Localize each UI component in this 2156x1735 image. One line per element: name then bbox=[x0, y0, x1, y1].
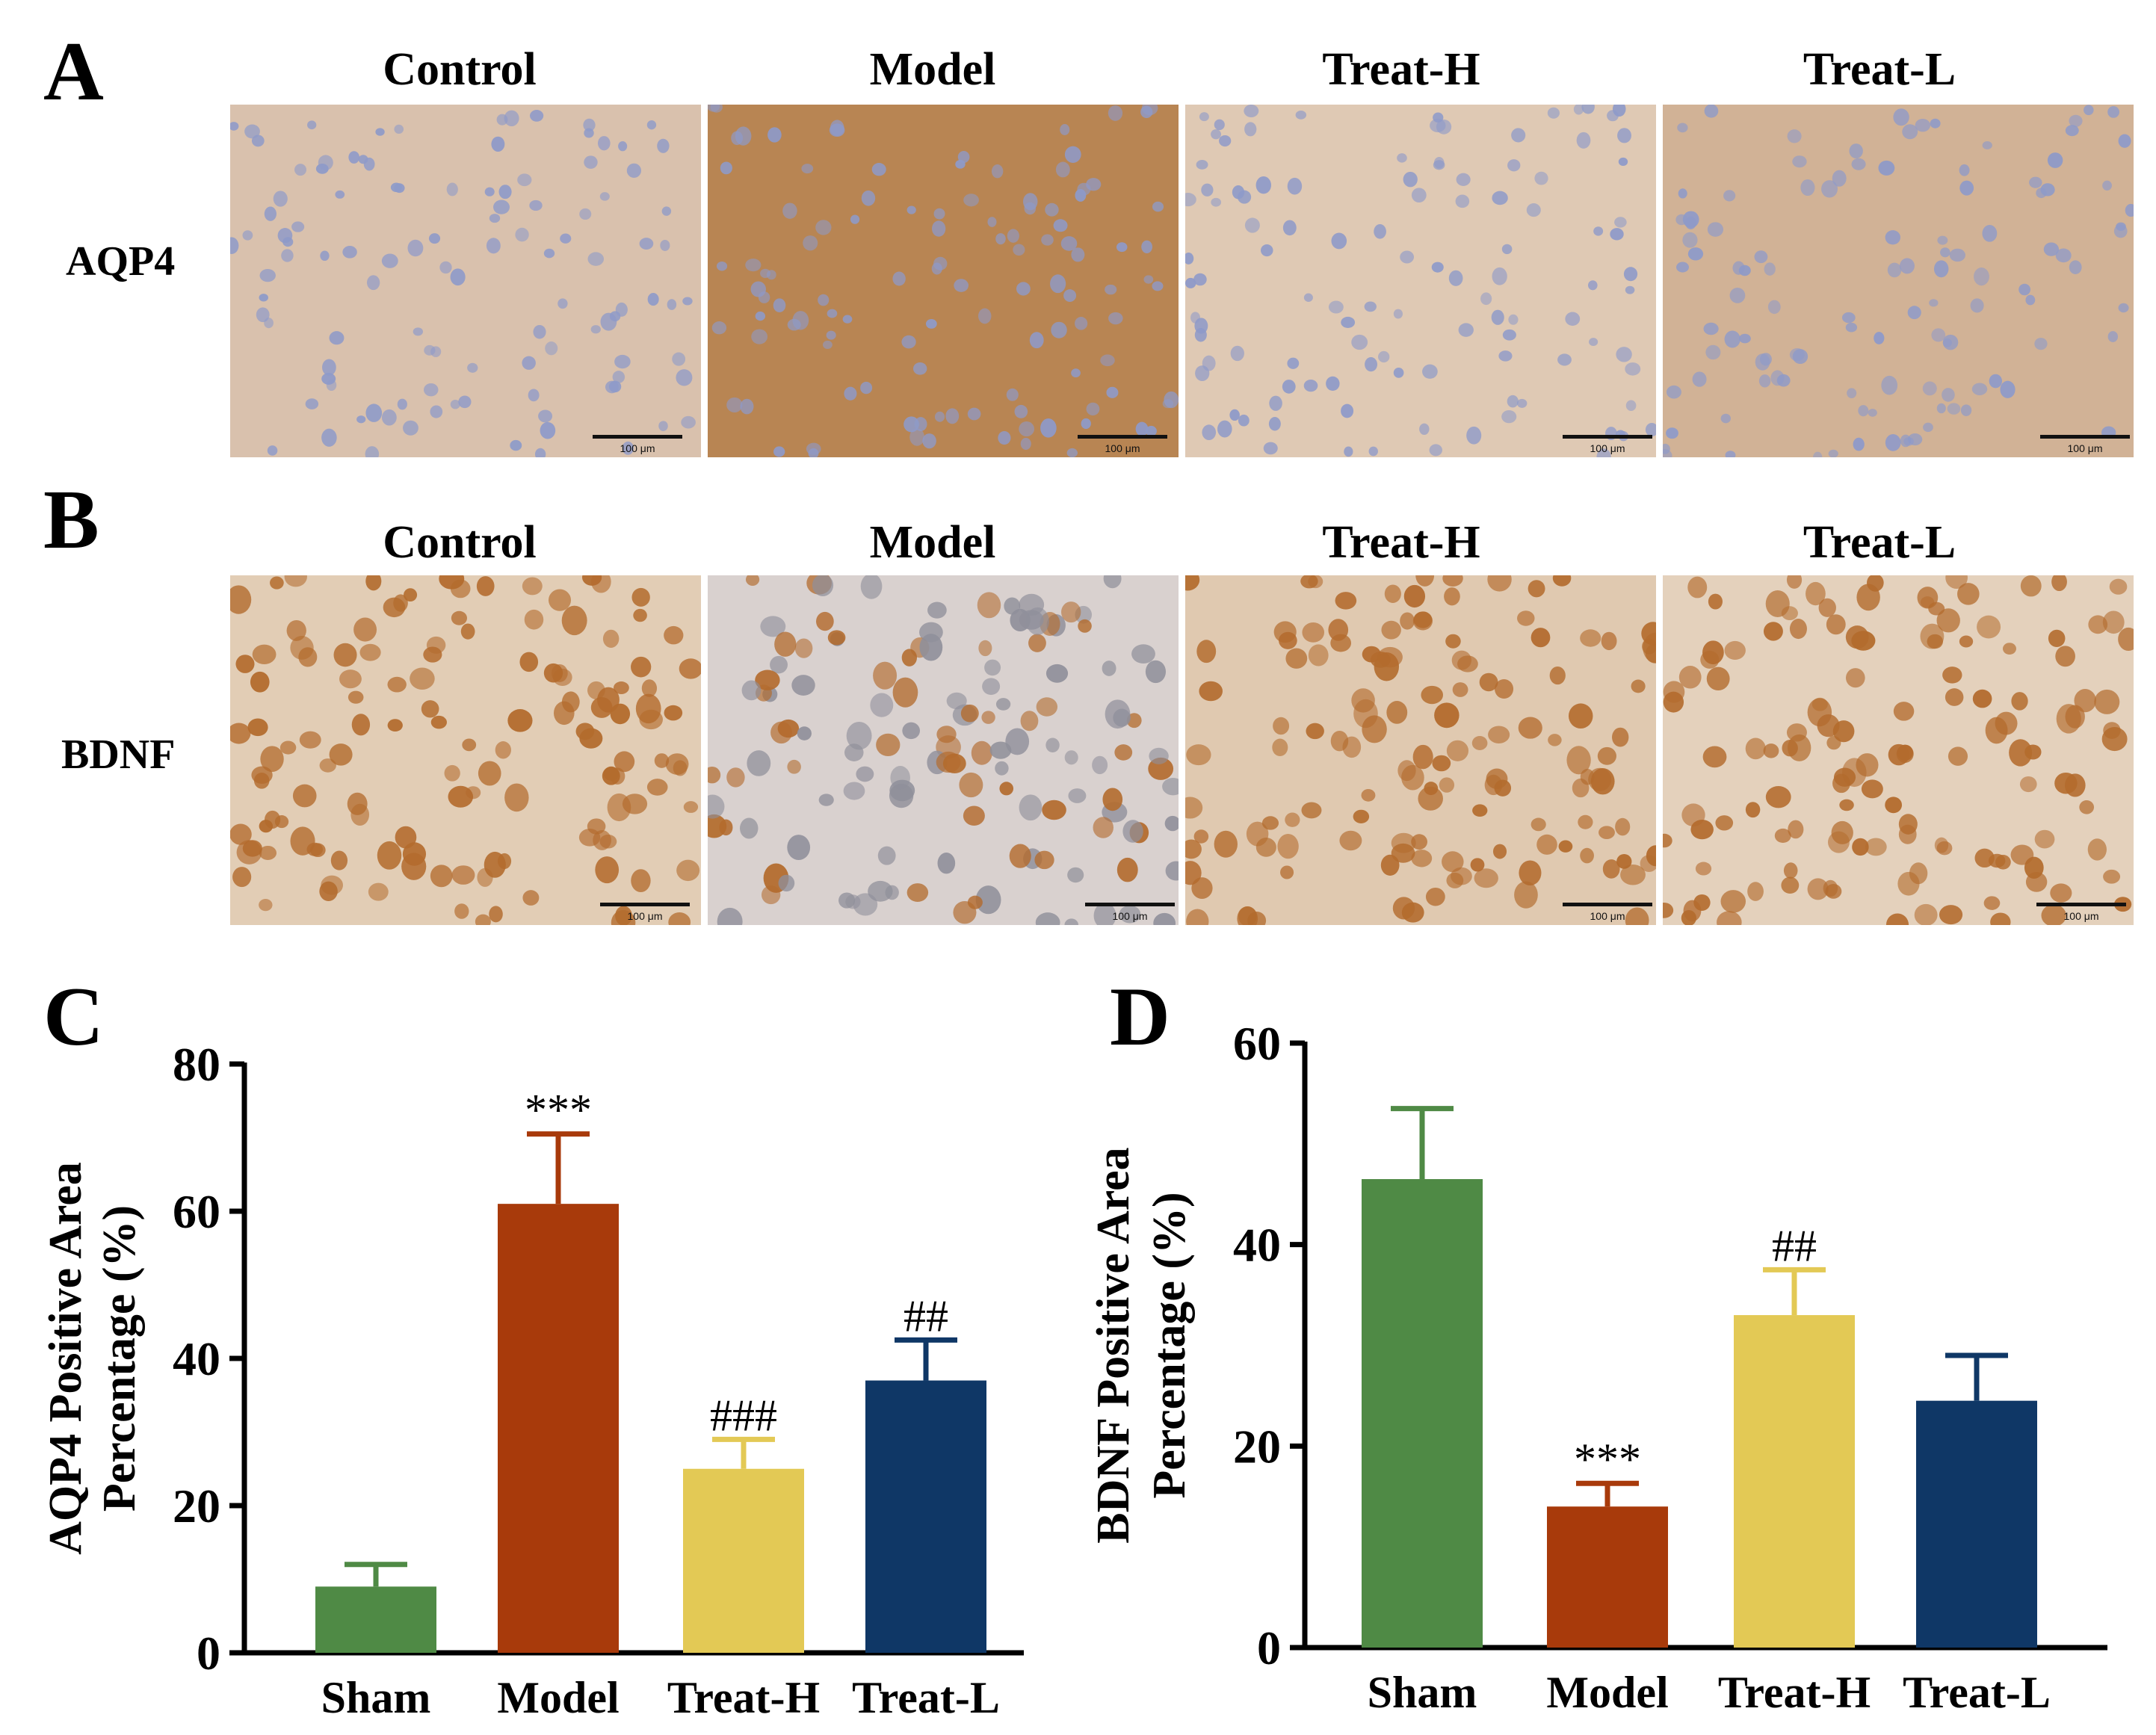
scale-bar-label: 100 μm bbox=[1105, 442, 1140, 454]
y-tick-label: 80 bbox=[173, 1038, 220, 1091]
column-label-control-a: Control bbox=[383, 44, 537, 95]
scale-bar bbox=[1085, 903, 1175, 906]
scale-bar bbox=[1563, 435, 1652, 439]
significance-annotation: *** bbox=[1574, 1435, 1641, 1484]
y-axis-label-line-1: BDNF Positive Area bbox=[1091, 1147, 1139, 1543]
bar-treat-l bbox=[865, 1380, 986, 1653]
y-tick-label: 20 bbox=[1233, 1420, 1281, 1473]
panel-label-b: B bbox=[43, 474, 99, 566]
micrograph-bdnf-treat-l: 100 μm bbox=[1663, 575, 2134, 925]
y-axis-label-line-1: AQP4 Positive Area bbox=[40, 1162, 91, 1555]
scale-bar bbox=[2040, 435, 2130, 439]
y-tick-label: 40 bbox=[1233, 1219, 1281, 1272]
column-label-treat-l-b: Treat-L bbox=[1803, 517, 1956, 568]
x-tick-label: Model bbox=[1546, 1668, 1668, 1717]
micrograph-bdnf-control: 100 μm bbox=[230, 575, 701, 925]
scale-bar bbox=[1078, 435, 1167, 439]
error-bar bbox=[1391, 1106, 1454, 1180]
micrograph-aqp4-treat-h: 100 μm bbox=[1185, 105, 1656, 457]
tissue-texture bbox=[1185, 575, 1656, 925]
column-label-model-b: Model bbox=[869, 517, 996, 568]
panel-label-c: C bbox=[43, 971, 104, 1063]
error-bar bbox=[527, 1131, 590, 1204]
column-label-control-b: Control bbox=[383, 517, 537, 568]
column-label-treat-h-b: Treat-H bbox=[1322, 517, 1480, 568]
y-tick-label: 0 bbox=[197, 1627, 220, 1680]
significance-annotation: ### bbox=[710, 1391, 777, 1440]
bar-model bbox=[1547, 1506, 1668, 1648]
significance-annotation: *** bbox=[525, 1086, 592, 1135]
panel-label-d: D bbox=[1110, 971, 1170, 1063]
scale-bar-label: 100 μm bbox=[2063, 910, 2099, 922]
y-tick-label: 0 bbox=[1257, 1621, 1281, 1674]
scale-bar-label: 100 μm bbox=[1112, 910, 1148, 922]
scale-bar bbox=[600, 903, 690, 906]
bar-treat-h bbox=[1734, 1315, 1855, 1648]
tissue-texture bbox=[708, 575, 1179, 925]
tissue-texture bbox=[1663, 105, 2134, 457]
error-bar bbox=[1763, 1267, 1826, 1316]
x-tick-label: Treat-H bbox=[667, 1673, 820, 1722]
significance-annotation: ## bbox=[904, 1291, 948, 1340]
error-bar bbox=[1945, 1352, 2008, 1401]
bdnf-bar-chart: 0 20 40 60 BDNF Positive Area Percentage (%) S… bbox=[1091, 1017, 2107, 1717]
y-tick-label: 20 bbox=[173, 1479, 220, 1533]
row-label-bdnf: BDNF bbox=[61, 732, 176, 778]
micrograph-bdnf-treat-h: 100 μm bbox=[1185, 575, 1656, 925]
tissue-texture bbox=[230, 105, 701, 457]
scale-bar bbox=[593, 435, 682, 439]
bar-treat-h bbox=[683, 1468, 804, 1653]
scale-bar-label: 100 μm bbox=[627, 910, 663, 922]
tissue-texture bbox=[1185, 105, 1656, 457]
scale-bar-label: 100 μm bbox=[620, 442, 655, 454]
tissue-texture bbox=[1663, 575, 2134, 925]
scale-bar bbox=[1563, 903, 1652, 906]
bar-sham bbox=[315, 1586, 436, 1653]
scale-bar-label: 100 μm bbox=[2067, 442, 2103, 454]
x-tick-label: Sham bbox=[1368, 1668, 1477, 1717]
column-label-treat-l-a: Treat-L bbox=[1803, 44, 1956, 95]
micrograph-aqp4-treat-l: 100 μm bbox=[1663, 105, 2134, 457]
bar-sham bbox=[1362, 1179, 1483, 1648]
panel-label-a: A bbox=[43, 25, 104, 118]
y-axis-label-line-2: Percentage (%) bbox=[94, 1205, 145, 1512]
scale-bar-label: 100 μm bbox=[1590, 442, 1625, 454]
x-tick-label: Sham bbox=[321, 1673, 431, 1722]
error-bar bbox=[345, 1562, 407, 1587]
y-axis-label-line-2: Percentage (%) bbox=[1144, 1192, 1195, 1498]
bar-model bbox=[498, 1204, 619, 1653]
column-label-model-a: Model bbox=[869, 44, 996, 95]
bar-treat-l bbox=[1916, 1400, 2037, 1648]
significance-annotation: ## bbox=[1772, 1221, 1817, 1270]
x-tick-label: Model bbox=[497, 1673, 619, 1722]
micrograph-bdnf-model: 100 μm bbox=[708, 575, 1179, 925]
error-bar bbox=[1576, 1480, 1639, 1507]
error-bar bbox=[895, 1337, 957, 1381]
scale-bar bbox=[2036, 903, 2126, 906]
tissue-texture bbox=[708, 105, 1179, 457]
x-tick-label: Treat-H bbox=[1718, 1668, 1871, 1717]
x-tick-label: Treat-L bbox=[1903, 1668, 2051, 1717]
x-tick-label: Treat-L bbox=[852, 1673, 1000, 1722]
scale-bar-label: 100 μm bbox=[1590, 910, 1625, 922]
column-label-treat-h-a: Treat-H bbox=[1322, 44, 1480, 95]
y-tick-label: 60 bbox=[1233, 1017, 1281, 1070]
aqp4-bar-chart: 0 20 40 60 80 AQP4 Positive Area Percentage (%… bbox=[40, 1038, 1024, 1722]
error-bar bbox=[712, 1436, 775, 1469]
micrograph-aqp4-model: 100 μm bbox=[708, 105, 1179, 457]
y-tick-label: 40 bbox=[173, 1332, 220, 1385]
micrograph-aqp4-control: 100 μm bbox=[230, 105, 701, 457]
y-tick-label: 60 bbox=[173, 1185, 220, 1238]
tissue-texture bbox=[230, 575, 701, 925]
row-label-aqp4: AQP4 bbox=[66, 238, 176, 285]
